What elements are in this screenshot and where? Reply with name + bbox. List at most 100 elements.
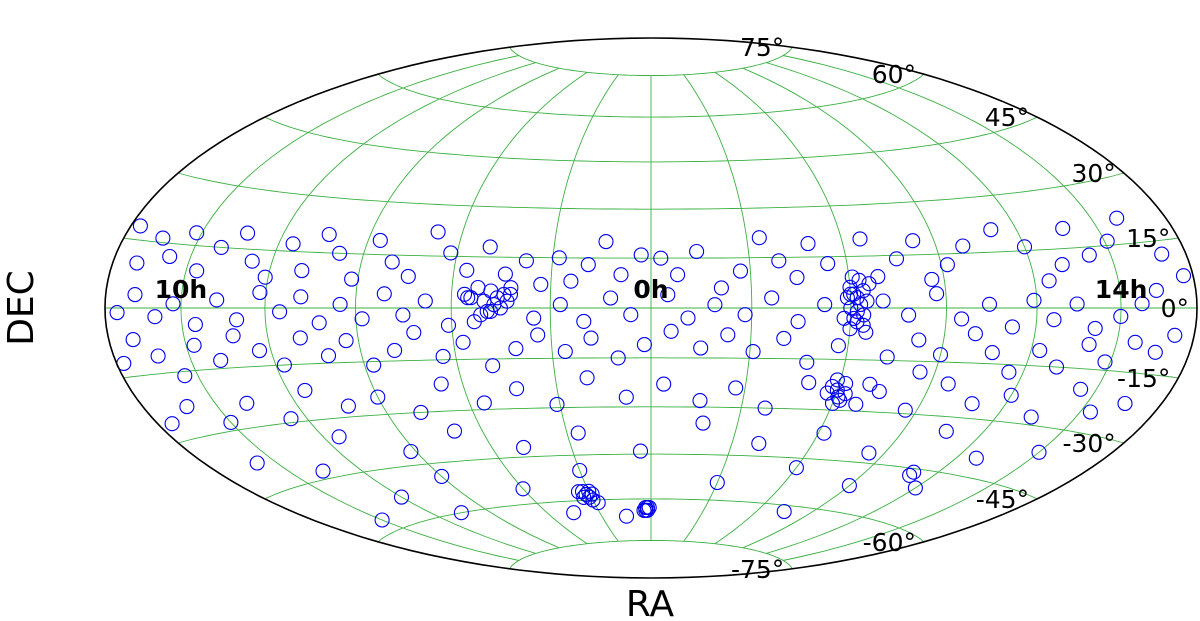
parallel-line [123, 357, 1179, 379]
source-point [374, 512, 390, 528]
source-point [186, 337, 202, 353]
source-point [485, 358, 501, 374]
source-point [366, 357, 382, 373]
source-point [905, 233, 921, 249]
source-point [861, 276, 877, 292]
source-point [583, 330, 599, 346]
source-point [660, 287, 676, 303]
source-point [897, 402, 913, 418]
source-point [503, 280, 519, 296]
parallel-line [377, 498, 925, 543]
source-point [509, 381, 525, 397]
source-point [251, 343, 268, 359]
source-point [859, 293, 875, 309]
source-point [570, 484, 587, 500]
dec-tick-labels: 75° 60° 45° 30° 15° 0° -15° -30° -45° -60° -75° [731, 33, 1189, 584]
source-point [499, 293, 515, 309]
source-point [1148, 282, 1164, 298]
source-point [1016, 239, 1033, 255]
source-point [443, 245, 459, 261]
source-point [551, 250, 567, 266]
source-point [623, 307, 639, 323]
source-point [1046, 312, 1062, 328]
dec-tick-label: 30° [1071, 159, 1115, 188]
parallel-line [377, 73, 925, 118]
source-point [406, 324, 422, 341]
source-point [924, 271, 940, 287]
source-point [745, 344, 761, 360]
source-point [150, 348, 166, 364]
dec-tick-label: 75° [740, 33, 784, 62]
source-point [737, 307, 753, 323]
source-point [720, 327, 736, 343]
source-point [1032, 342, 1048, 359]
source-point [984, 345, 1000, 361]
source-point [476, 293, 492, 309]
parallel-line [264, 453, 1038, 500]
source-point [257, 269, 273, 285]
source-point [1097, 354, 1113, 370]
source-point [800, 236, 816, 252]
source-point [861, 445, 877, 461]
source-point [1023, 409, 1039, 425]
source-point [680, 310, 696, 326]
dec-tick-label: -75° [731, 555, 784, 584]
source-point [693, 340, 709, 356]
dec-tick-label: 60° [872, 60, 916, 89]
source-point [1073, 381, 1089, 397]
source-point [294, 263, 310, 279]
source-point [670, 267, 686, 283]
source-point [533, 276, 549, 292]
source-point [1026, 292, 1042, 308]
source-point [663, 323, 679, 339]
source-point [320, 348, 337, 364]
source-point [613, 267, 629, 283]
source-point [1117, 395, 1133, 412]
source-point [879, 349, 895, 365]
ra-tick-labels: 14h 0h 10h [155, 275, 1148, 304]
source-point [932, 347, 949, 363]
source-point [829, 372, 845, 388]
source-point [370, 389, 386, 405]
source-point [598, 234, 614, 250]
ra-tick-label: 14h [1095, 275, 1148, 304]
source-point [516, 439, 532, 455]
source-point [776, 330, 792, 346]
parallel-line [509, 46, 793, 77]
source-point [515, 481, 531, 497]
source-point [776, 503, 792, 520]
source-point [155, 230, 171, 246]
source-point [1167, 327, 1183, 343]
source-point [858, 324, 874, 340]
source-point [549, 396, 565, 412]
source-point [830, 338, 846, 354]
source-point [453, 505, 469, 521]
dec-tick-label: 45° [985, 103, 1029, 132]
source-point [844, 269, 860, 285]
source-point [855, 317, 871, 333]
source-point [870, 269, 886, 285]
source-point [695, 415, 711, 431]
parallel-line [178, 406, 1124, 444]
source-point [1087, 320, 1103, 336]
source-point [929, 286, 945, 302]
source-point [790, 314, 806, 330]
dec-tick-label: -45° [976, 485, 1029, 514]
dec-tick-label: -60° [863, 528, 916, 557]
source-point [413, 404, 429, 420]
source-point [283, 411, 299, 427]
source-point [293, 289, 309, 305]
source-point [338, 333, 354, 349]
source-point [1048, 359, 1065, 375]
source-point [764, 290, 780, 306]
source-point [252, 284, 268, 301]
source-point [590, 495, 606, 511]
source-point [1054, 257, 1070, 273]
source-point [244, 253, 260, 269]
source-point [292, 330, 308, 346]
source-point [508, 341, 524, 357]
source-point [633, 247, 649, 263]
source-point [272, 304, 288, 320]
source-point [311, 315, 327, 331]
source-point [1175, 268, 1192, 284]
